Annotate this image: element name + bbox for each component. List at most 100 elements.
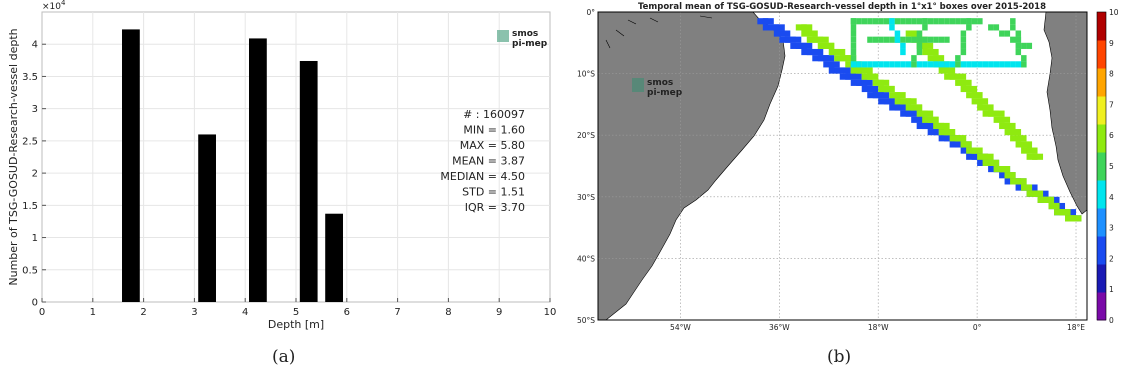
- track-cell: [850, 61, 857, 68]
- track-cell: [960, 42, 967, 49]
- track-cell: [966, 24, 972, 31]
- track-cell: [856, 18, 862, 25]
- track-cell: [960, 36, 967, 43]
- stat-line: # : 160097: [463, 108, 525, 121]
- histogram-bar: [122, 29, 140, 303]
- track-cell: [971, 147, 983, 154]
- colorbar-segment: [1097, 12, 1106, 41]
- track-cell: [889, 24, 895, 31]
- colorbar: 0 1 2 3 4 5 6 7 8 9 10: [1096, 8, 1119, 325]
- colorbar-tick-label: 2: [1109, 254, 1114, 263]
- stat-line: IQR = 3.70: [465, 201, 525, 214]
- track-cell: [938, 36, 945, 43]
- track-cell: [955, 18, 961, 25]
- track-cell: [999, 30, 1005, 37]
- track-cell: [944, 61, 950, 68]
- track-cell: [850, 30, 857, 37]
- track-cell: [872, 61, 879, 68]
- track-cell: [867, 36, 873, 43]
- track-cell: [916, 30, 923, 37]
- colorbar-segment: [1097, 68, 1106, 97]
- x-axis-label: Depth [m]: [268, 318, 324, 331]
- track-cell: [801, 42, 813, 49]
- track-cell: [977, 61, 983, 68]
- track-cell: [900, 18, 906, 25]
- track-cell: [878, 36, 884, 43]
- track-cell: [927, 36, 934, 43]
- track-cell: [944, 67, 956, 74]
- track-cell: [911, 36, 917, 43]
- y-tick-label: 3: [32, 104, 38, 115]
- histogram-bars: [122, 29, 343, 303]
- stat-line: MAX = 5.80: [460, 139, 525, 152]
- track-cell: [1015, 135, 1027, 142]
- colorbar-tick-label: 3: [1109, 224, 1114, 233]
- track-cell: [867, 18, 873, 25]
- panel-label-a: (a): [272, 347, 295, 367]
- track-cell: [1010, 129, 1022, 136]
- track-cell: [905, 98, 917, 105]
- y-tick-label: 0.5: [22, 265, 38, 276]
- track-cell: [911, 61, 917, 68]
- colorbar-tick-label: 6: [1109, 131, 1114, 140]
- track-cell: [817, 36, 829, 43]
- track-cell: [861, 79, 873, 86]
- track-cell: [1021, 61, 1027, 68]
- x-tick-label: 5: [293, 307, 299, 318]
- track-cell: [927, 61, 934, 68]
- track-cell: [861, 18, 868, 25]
- track-cell: [878, 18, 884, 25]
- track-cell: [790, 36, 802, 43]
- track-cell: [988, 159, 1000, 166]
- track-cell: [1021, 141, 1033, 148]
- track-cell: [960, 79, 972, 86]
- track-cell: [927, 48, 939, 56]
- map-title: Temporal mean of TSG-GOSUD-Research-vess…: [638, 2, 1046, 12]
- track-cell: [1015, 61, 1022, 68]
- track-cell: [850, 36, 857, 43]
- track-cell: [916, 48, 923, 56]
- map-longitude-ticks: 54°W 36°W 18°W 0° 18°E: [670, 323, 1085, 332]
- y-axis-label: Number of TSG-GOSUD-Research-vessel dept…: [7, 28, 20, 285]
- map-panel: Temporal mean of TSG-GOSUD-Research-vess…: [577, 2, 1119, 367]
- x-tick-label: 0: [39, 307, 45, 318]
- colorbar-tick-label: 10: [1109, 8, 1119, 17]
- latitude-label: 0°: [586, 8, 595, 17]
- track-cell: [971, 18, 978, 25]
- latitude-label: 10°S: [577, 70, 595, 79]
- y-tick-label: 3.5: [22, 72, 38, 83]
- colorbar-tick-label: 9: [1109, 39, 1114, 48]
- track-cell: [872, 18, 879, 25]
- y-tick-label: 1: [32, 233, 38, 244]
- smos-pimep-logo-map: smos pi-mep: [632, 78, 683, 98]
- track-cell: [894, 92, 906, 99]
- latitude-label: 40°S: [577, 254, 595, 263]
- track-cell: [1021, 42, 1027, 49]
- y-tick-label: 1.5: [22, 201, 38, 212]
- track-cell: [966, 85, 978, 93]
- track-cell: [916, 36, 923, 43]
- northern-tracks: [850, 18, 1033, 68]
- y-axis-multiplier: ×104: [42, 0, 66, 12]
- track-cell: [922, 61, 928, 68]
- track-cell: [1015, 178, 1027, 185]
- track-cell: [867, 61, 873, 68]
- track-cell: [861, 61, 868, 68]
- track-cell: [1059, 209, 1071, 216]
- track-cell: [1010, 24, 1016, 31]
- track-cell: [1004, 30, 1011, 37]
- y-tick-label: 2: [32, 169, 38, 180]
- track-cell: [977, 18, 983, 25]
- colorbar-segment: [1097, 180, 1106, 209]
- track-cell: [960, 18, 967, 25]
- track-cell: [801, 24, 813, 31]
- track-cell: [872, 36, 879, 43]
- track-cell: [1015, 36, 1022, 43]
- track-cell: [867, 85, 879, 93]
- track-cell: [960, 61, 967, 68]
- longitude-label: 0°: [973, 323, 982, 332]
- y-tick-label: 0: [32, 298, 38, 309]
- track-cell: [949, 18, 956, 25]
- track-cell: [905, 18, 912, 25]
